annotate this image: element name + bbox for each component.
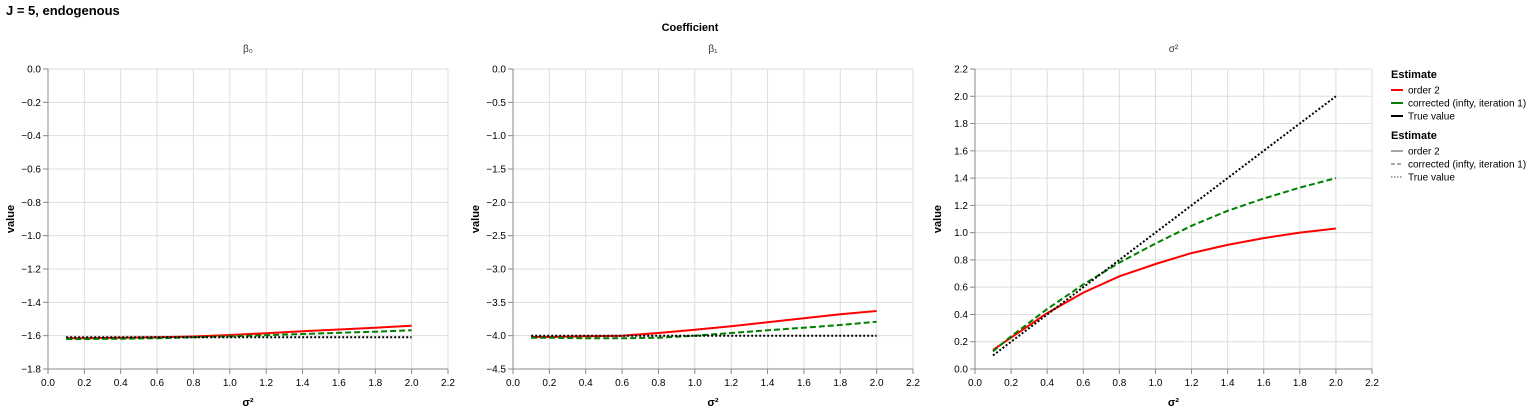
panel1-x-tick-label: 0.2 bbox=[77, 378, 91, 389]
panel1-y-tick-label: −0.4 bbox=[21, 131, 41, 142]
legend-color-title: Estimate bbox=[1391, 69, 1437, 81]
panel3-x-tick-label: 0.4 bbox=[1040, 378, 1054, 389]
panel2-y-tick-label: −1.0 bbox=[486, 131, 506, 142]
panel2-x-tick-label: 0.8 bbox=[652, 378, 666, 389]
panel2-y-tick-label: −2.5 bbox=[486, 231, 506, 242]
legend-dash-label: True value bbox=[1408, 173, 1455, 184]
panel1-x-tick-label: 2.2 bbox=[441, 378, 455, 389]
panel2-series-2-line bbox=[531, 320, 877, 340]
legend-dash-label: corrected (infty, iteration 1) bbox=[1408, 160, 1526, 171]
legend-dash-title: Estimate bbox=[1391, 130, 1437, 142]
panel1-series-1-line bbox=[66, 324, 412, 340]
panel1-series-2-line bbox=[66, 329, 412, 340]
panel3-y-tick-label: 0.4 bbox=[954, 310, 968, 321]
panel3-y-tick-label: 0.0 bbox=[954, 365, 968, 376]
panel2-x-tick-label: 0.6 bbox=[615, 378, 629, 389]
panel1-y-tick-label: −0.8 bbox=[21, 198, 41, 209]
panel3-x-tick-label: 0.0 bbox=[968, 378, 982, 389]
legend-color-label: order 2 bbox=[1408, 86, 1440, 97]
panel2-x-tick-label: 1.8 bbox=[833, 378, 847, 389]
panel2-x-axis-title: σ² bbox=[707, 397, 719, 409]
panel2-y-axis-title: value bbox=[470, 205, 482, 233]
panel2-series-1-line bbox=[531, 310, 877, 338]
panel2-x-tick-label: 1.0 bbox=[688, 378, 702, 389]
panel2-title: β₁ bbox=[708, 44, 718, 55]
facet-header: Coefficient bbox=[662, 22, 719, 34]
legend-color-label: True value bbox=[1408, 112, 1455, 123]
legend-dash-label: order 2 bbox=[1408, 147, 1440, 158]
panel3-x-tick-label: 1.2 bbox=[1185, 378, 1199, 389]
panel2-x-tick-label: 0.4 bbox=[579, 378, 593, 389]
panel2-y-tick-label: 0.0 bbox=[492, 65, 506, 76]
panel3-y-tick-label: 2.2 bbox=[954, 65, 968, 76]
panel1-y-axis-title: value bbox=[5, 205, 17, 233]
panel2-x-tick-label: 1.2 bbox=[724, 378, 738, 389]
panel1-x-tick-label: 0.8 bbox=[187, 378, 201, 389]
panel2-x-tick-label: 1.6 bbox=[797, 378, 811, 389]
panel1-y-tick-label: −0.2 bbox=[21, 98, 41, 109]
panel3-x-tick-label: 2.2 bbox=[1365, 378, 1379, 389]
panel1-x-tick-label: 0.6 bbox=[150, 378, 164, 389]
panel1-y-tick-label: −1.0 bbox=[21, 231, 41, 242]
panel2-y-tick-label: −2.0 bbox=[486, 198, 506, 209]
panel3-series-1-line bbox=[992, 227, 1337, 351]
panel3-y-tick-label: 0.6 bbox=[954, 283, 968, 294]
panel2-x-tick-label: 2.0 bbox=[870, 378, 884, 389]
panel1-x-tick-label: 1.0 bbox=[223, 378, 237, 389]
panel3-x-tick-label: 1.6 bbox=[1257, 378, 1271, 389]
panel3-y-axis-title: value bbox=[932, 205, 944, 233]
panel3-y-tick-label: 1.4 bbox=[954, 174, 968, 185]
panel2-y-tick-label: −3.5 bbox=[486, 298, 506, 309]
chart-main-title: J = 5, endogenous bbox=[6, 3, 120, 18]
panel1-y-tick-label: −1.6 bbox=[21, 331, 41, 342]
panel3-x-tick-label: 1.0 bbox=[1149, 378, 1163, 389]
panel1-x-tick-label: 2.0 bbox=[405, 378, 419, 389]
panel1-x-tick-label: 1.4 bbox=[296, 378, 310, 389]
panel3-y-tick-label: 1.0 bbox=[954, 228, 968, 239]
panel1-x-tick-label: 1.6 bbox=[332, 378, 346, 389]
panel3-x-tick-label: 0.6 bbox=[1076, 378, 1090, 389]
panel2-x-tick-label: 0.2 bbox=[542, 378, 556, 389]
panel3-y-tick-label: 0.2 bbox=[954, 337, 968, 348]
panel3-series-2-line bbox=[992, 177, 1337, 353]
panel3-x-axis-title: σ² bbox=[1168, 397, 1180, 409]
panel2-y-tick-label: −4.0 bbox=[486, 331, 506, 342]
panel2-y-tick-label: −0.5 bbox=[486, 98, 506, 109]
panel1-x-tick-label: 0.4 bbox=[114, 378, 128, 389]
panel2-x-tick-label: 0.0 bbox=[506, 378, 520, 389]
panel3-x-tick-label: 0.2 bbox=[1004, 378, 1018, 389]
panel1-x-tick-label: 1.2 bbox=[259, 378, 273, 389]
panel3-y-tick-label: 0.8 bbox=[954, 255, 968, 266]
panel2-y-tick-label: −1.5 bbox=[486, 165, 506, 176]
panel1-y-tick-label: 0.0 bbox=[27, 65, 41, 76]
panel3-x-tick-label: 1.4 bbox=[1221, 378, 1235, 389]
panel3-y-tick-label: 2.0 bbox=[954, 92, 968, 103]
panel1-x-tick-label: 0.0 bbox=[41, 378, 55, 389]
panel3-x-tick-label: 2.0 bbox=[1329, 378, 1343, 389]
panel2-x-tick-label: 2.2 bbox=[906, 378, 920, 389]
panel3-title: σ² bbox=[1169, 44, 1179, 55]
panel1-y-tick-label: −1.2 bbox=[21, 265, 41, 276]
panel3-y-tick-label: 1.6 bbox=[954, 146, 968, 157]
legend-color-label: corrected (infty, iteration 1) bbox=[1408, 99, 1526, 110]
panel1-x-axis-title: σ² bbox=[242, 397, 254, 409]
panel3-x-tick-label: 0.8 bbox=[1112, 378, 1126, 389]
panel1-title: β₀ bbox=[243, 44, 253, 55]
panel1-y-tick-label: −0.6 bbox=[21, 165, 41, 176]
panel1-x-tick-label: 1.8 bbox=[368, 378, 382, 389]
panel3-series-3-line bbox=[992, 95, 1337, 357]
panel1-y-tick-label: −1.4 bbox=[21, 298, 41, 309]
panel3-y-tick-label: 1.2 bbox=[954, 201, 968, 212]
panel3-y-tick-label: 1.8 bbox=[954, 119, 968, 130]
panel1-y-tick-label: −1.8 bbox=[21, 365, 41, 376]
panel3-x-tick-label: 1.8 bbox=[1293, 378, 1307, 389]
panel2-y-tick-label: −4.5 bbox=[486, 365, 506, 376]
panel2-x-tick-label: 1.4 bbox=[761, 378, 775, 389]
panel2-y-tick-label: −3.0 bbox=[486, 265, 506, 276]
